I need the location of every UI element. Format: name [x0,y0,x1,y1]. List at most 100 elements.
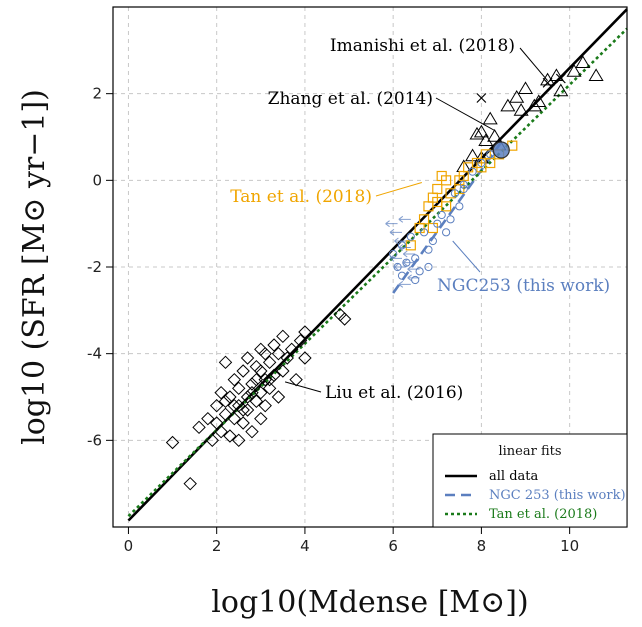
data-point [419,228,429,237]
data-point [223,429,237,443]
data-point [254,364,268,378]
data-point [245,424,259,439]
annotation-label: NGC253 (this work) [437,276,610,296]
data-point [492,141,510,159]
x-axis-label: log10(Mdense [M⊙]) [211,585,528,620]
data-point [446,215,455,224]
data-point [482,111,498,125]
annotation-label: Imanishi et al. (2018) [330,36,515,56]
data-point [293,333,308,348]
data-point [397,241,407,250]
data-point [389,228,402,236]
data-point [280,351,294,365]
annotation-leader [375,182,422,197]
data-point [298,351,312,365]
data-point [183,476,197,491]
data-point [236,403,250,417]
data-point [548,68,564,82]
data-point [254,411,268,426]
data-point [406,232,415,241]
data-point [450,189,460,198]
data-point [542,77,553,88]
legend-label: all data [489,469,538,484]
data-point [411,275,420,285]
data-point [232,381,246,396]
data-point [218,394,233,409]
data-point [526,98,542,112]
legend: linear fits all data NGC 253 (this work) T… [432,433,628,528]
data-point [394,237,407,245]
y-tick-label: 0 [92,171,102,189]
data-point [254,385,268,400]
data-point [227,372,242,387]
y-tick-label: -4 [87,345,102,363]
data-point [227,398,242,413]
data-point [218,355,233,370]
data-point [262,381,277,396]
data-point [398,244,411,251]
data-point [245,377,259,391]
data-point [258,372,272,387]
data-point [298,325,312,339]
data-point [477,158,486,168]
annotations: Imanishi et al. (2018) Zhang et al. (2014… [230,36,610,403]
data-point [262,372,277,387]
data-point [223,390,237,404]
data-point [276,329,290,344]
data-point [480,149,491,160]
x-tick-label: 4 [300,537,310,555]
legend-box [432,433,628,528]
data-point [442,228,451,237]
data-point [389,249,398,259]
data-point [249,359,264,374]
data-point [486,150,495,159]
data-point [201,411,215,426]
data-point [284,342,299,357]
data-point [240,390,255,404]
data-point [509,90,525,103]
data-point [205,433,219,448]
data-point [209,398,224,413]
data-point [424,262,433,272]
data-point [500,98,516,112]
data-point [262,355,277,370]
data-point [441,175,452,186]
y-axis-label: log10 (SFR [M⊙ yr−1]) [17,89,52,445]
data-point [566,64,582,77]
y-tick-label: -6 [87,431,102,449]
data-point [232,433,246,448]
data-point [240,403,255,417]
data-point [402,259,416,267]
data-point [245,385,259,400]
legend-label: NGC 253 (this work) [489,488,626,503]
data-point [165,435,180,450]
data-point [454,183,465,195]
x-tick-label: 2 [212,537,222,555]
legend-items: all data NGC 253 (this work) Tan et al. (2… [445,469,626,522]
data-point [437,210,446,220]
data-point [441,201,452,212]
data-point [394,263,407,271]
data-point [468,167,477,176]
data-point [432,183,443,195]
data-point [469,126,485,140]
annotation-label: Tan et al. (2018) [230,187,372,207]
data-point [588,68,604,82]
data-point [553,83,569,97]
data-point [289,372,303,387]
y-tick-label: 2 [92,85,102,103]
annotation-label: Liu et al. (2016) [325,383,463,403]
data-point [433,219,442,228]
legend-title: linear fits [498,444,561,459]
y-tick-label: -2 [87,258,102,276]
data-point [473,124,489,138]
data-point [459,180,468,189]
x-tick-label: 10 [560,537,579,555]
data-point [276,364,290,378]
legend-label: Tan et al. (2018) [489,507,597,522]
data-points [165,55,604,491]
data-point [411,254,420,263]
data-point [424,245,433,254]
data-point [258,398,272,413]
data-point [236,364,250,378]
